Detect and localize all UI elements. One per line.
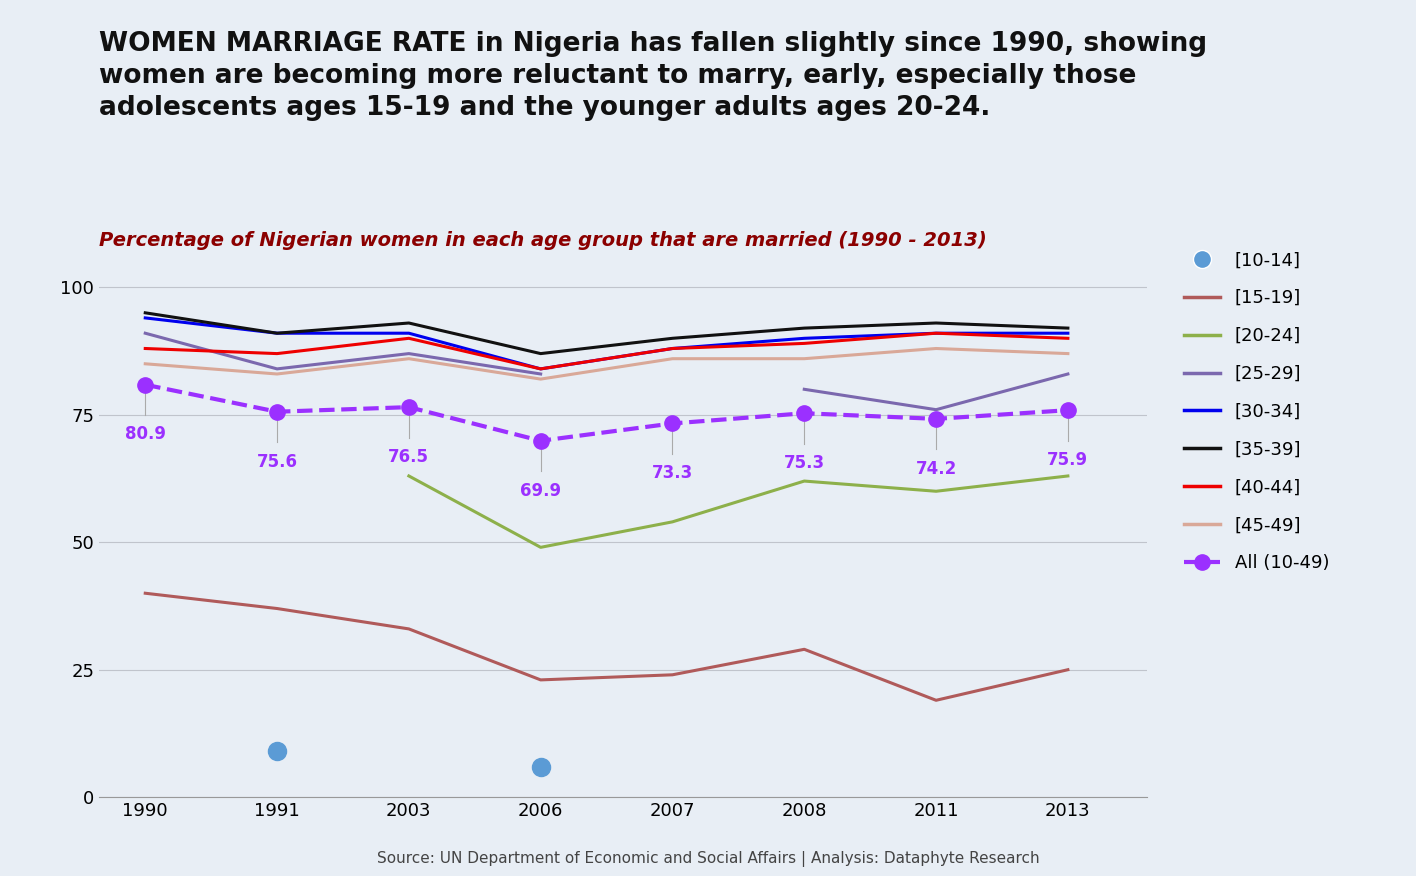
Text: Percentage of Nigerian women in each age group that are married (1990 - 2013): Percentage of Nigerian women in each age…	[99, 231, 987, 250]
Text: 80.9: 80.9	[125, 426, 166, 443]
Text: 75.3: 75.3	[783, 454, 826, 472]
Text: 69.9: 69.9	[520, 482, 561, 499]
Text: Source: UN Department of Economic and Social Affairs | Analysis: Dataphyte Resea: Source: UN Department of Economic and So…	[377, 851, 1039, 867]
Text: WOMEN MARRIAGE RATE in Nigeria has fallen slightly since 1990, showing
women are: WOMEN MARRIAGE RATE in Nigeria has falle…	[99, 31, 1208, 121]
Text: 73.3: 73.3	[651, 464, 692, 482]
Legend: [10-14], [15-19], [20-24], [25-29], [30-34], [35-39], [40-44], [45-49], All (10-: [10-14], [15-19], [20-24], [25-29], [30-…	[1177, 244, 1337, 579]
Text: 75.9: 75.9	[1048, 451, 1089, 469]
Text: 75.6: 75.6	[256, 453, 297, 470]
Text: 74.2: 74.2	[916, 460, 957, 477]
Text: 76.5: 76.5	[388, 448, 429, 466]
